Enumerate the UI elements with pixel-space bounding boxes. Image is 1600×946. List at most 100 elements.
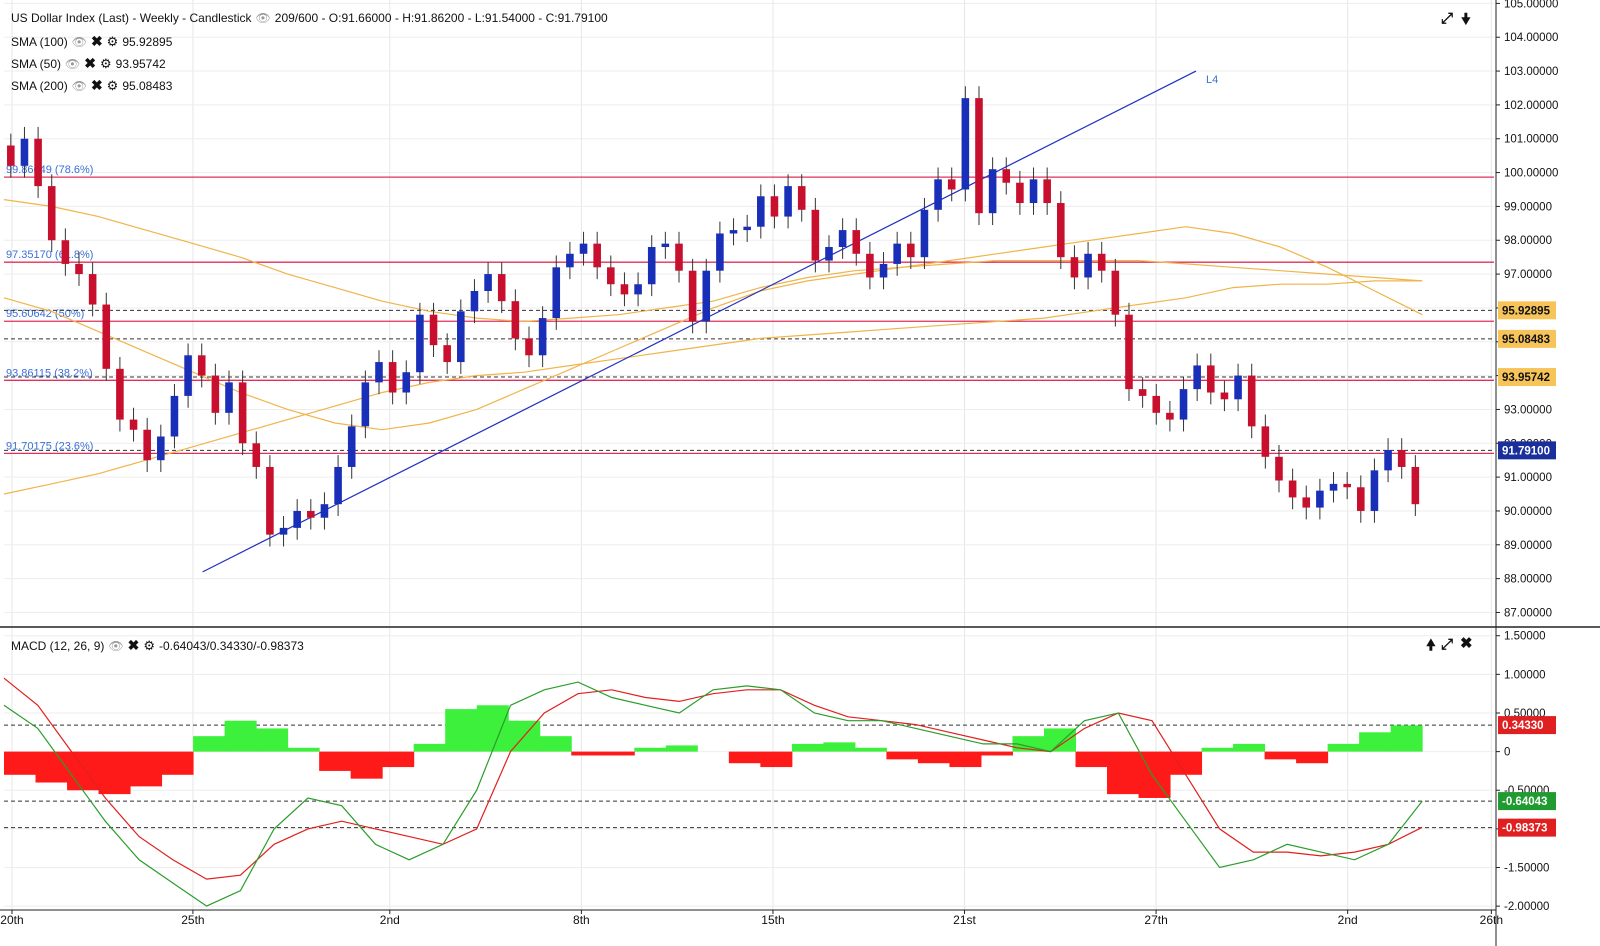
candle-body xyxy=(1234,375,1242,400)
histogram-bar xyxy=(854,747,887,752)
close-icon[interactable]: ✖ xyxy=(90,33,103,49)
sma50-label: SMA (50) xyxy=(11,56,62,71)
candle-body xyxy=(252,443,261,467)
candle-body xyxy=(920,209,929,258)
download-arrow-icon[interactable]: 🠟 xyxy=(1461,11,1471,28)
candle-body xyxy=(184,355,192,396)
candle-body xyxy=(334,466,342,505)
close-icon[interactable]: ✖ xyxy=(1460,635,1473,652)
histogram-bar xyxy=(886,751,919,760)
candle-body xyxy=(743,226,751,231)
histogram-bar xyxy=(1043,728,1076,752)
main-title: US Dollar Index (Last) - Weekly - Candle… xyxy=(11,11,252,25)
gear-icon[interactable]: ⚙ xyxy=(106,77,119,93)
x-tick-label: 21st xyxy=(953,913,976,927)
histogram-bar xyxy=(949,751,982,768)
fib-level-label: 97.35170 (61.8%) xyxy=(6,249,93,261)
sma100-value: 95.92895 xyxy=(122,34,173,49)
gear-icon[interactable]: ⚙ xyxy=(106,33,119,49)
eye-icon[interactable]: 👁 xyxy=(71,78,87,93)
histogram-bar xyxy=(823,742,856,752)
histogram-bar xyxy=(1390,725,1423,752)
close-icon[interactable]: ✖ xyxy=(84,55,96,71)
eye-icon[interactable]: 👁 xyxy=(108,638,124,653)
axes: 87.00000 88.00000 89.00000 90.00000 91.00000… xyxy=(0,0,1558,927)
candle-body xyxy=(907,243,915,258)
histogram-bar xyxy=(728,751,761,764)
candle-body xyxy=(811,209,820,261)
gear-icon[interactable]: ⚙ xyxy=(99,55,112,71)
histogram-bar xyxy=(1296,751,1329,764)
signal-value-label-bg xyxy=(1498,716,1556,735)
macd-line xyxy=(3,681,1423,907)
sma200-label: SMA (200) xyxy=(11,78,68,93)
sma-lines xyxy=(3,199,1423,495)
fib-level-label: 91.70175 (23.6%) xyxy=(6,440,93,452)
y-tick-label: 88.00000 xyxy=(1504,574,1552,586)
histogram-bar xyxy=(350,751,383,779)
sma200-value: 95.08483 xyxy=(122,78,173,93)
sma100-legend: SMA (100) 👁 ✖ ⚙ 95.92895 xyxy=(11,33,172,50)
candle-body xyxy=(266,466,274,535)
price-dashed-lines xyxy=(4,309,1494,829)
histogram-bar xyxy=(602,751,635,756)
y-tick-label: 104.00000 xyxy=(1504,32,1558,44)
y-tick-label: 100.00000 xyxy=(1504,168,1558,180)
candle-body xyxy=(593,243,601,268)
candle-body xyxy=(7,145,15,166)
candle-body xyxy=(538,318,547,356)
macd-y-tick-label: -2.00000 xyxy=(1504,901,1549,913)
candle-body xyxy=(307,510,315,518)
up-arrow-icon[interactable]: 🠝 xyxy=(1426,637,1436,654)
eye-icon[interactable]: 👁 xyxy=(71,34,87,49)
candle-body xyxy=(988,169,997,214)
candle-body xyxy=(1302,497,1311,508)
candle-body xyxy=(1152,395,1161,413)
gear-icon[interactable]: ⚙ xyxy=(143,637,155,653)
y-tick-label: 93.00000 xyxy=(1504,404,1552,416)
x-tick-label: 25th xyxy=(181,913,204,927)
candle-body xyxy=(511,301,520,339)
candle-body xyxy=(1002,169,1011,183)
macd-histogram xyxy=(4,705,1423,798)
candle-body xyxy=(429,314,438,346)
y-tick-label: 105.00000 xyxy=(1504,0,1558,10)
candle-body xyxy=(1097,253,1106,271)
macd-y-tick-label: 1.00000 xyxy=(1504,669,1546,681)
candle-body xyxy=(607,267,615,285)
eye-icon[interactable]: 👁 xyxy=(255,11,271,25)
histogram-bar xyxy=(287,747,320,752)
signal-value-label-bg xyxy=(1498,818,1556,837)
histogram-bar xyxy=(476,705,509,752)
histogram-bar xyxy=(35,751,68,783)
candle-body xyxy=(702,270,711,322)
candle-body xyxy=(416,314,424,373)
candle-body xyxy=(1084,253,1092,278)
close-icon[interactable]: ✖ xyxy=(90,77,103,93)
candle-body xyxy=(102,304,111,369)
candle-body xyxy=(1138,389,1147,396)
candle-body xyxy=(1384,450,1392,471)
candle-body xyxy=(20,138,29,166)
candle-body xyxy=(1125,314,1133,390)
candle-body xyxy=(879,263,888,278)
x-tick-label: 2nd xyxy=(380,913,400,927)
eye-icon[interactable]: 👁 xyxy=(65,56,81,71)
fibonacci-levels: 99.86649 (78.6%)97.35170 (61.8%)95.60642… xyxy=(4,164,1494,455)
candle-body xyxy=(757,196,765,227)
sma-price-label: 95.92895 xyxy=(1502,305,1551,317)
candle-body xyxy=(457,311,465,363)
x-tick-label: 8th xyxy=(573,913,590,927)
trendline-label: L4 xyxy=(1206,74,1218,86)
close-icon[interactable]: ✖ xyxy=(127,637,140,653)
expand-icon[interactable]: ⤢ xyxy=(1441,636,1454,653)
macd-y-tick-label: 0 xyxy=(1504,747,1510,759)
expand-icon[interactable]: ⤢ xyxy=(1441,10,1454,27)
candle-body xyxy=(579,243,588,254)
sma-price-label: 93.95742 xyxy=(1502,372,1550,384)
trendline: L4 xyxy=(202,70,1218,573)
histogram-bar xyxy=(980,751,1013,756)
candle-body xyxy=(497,274,506,302)
